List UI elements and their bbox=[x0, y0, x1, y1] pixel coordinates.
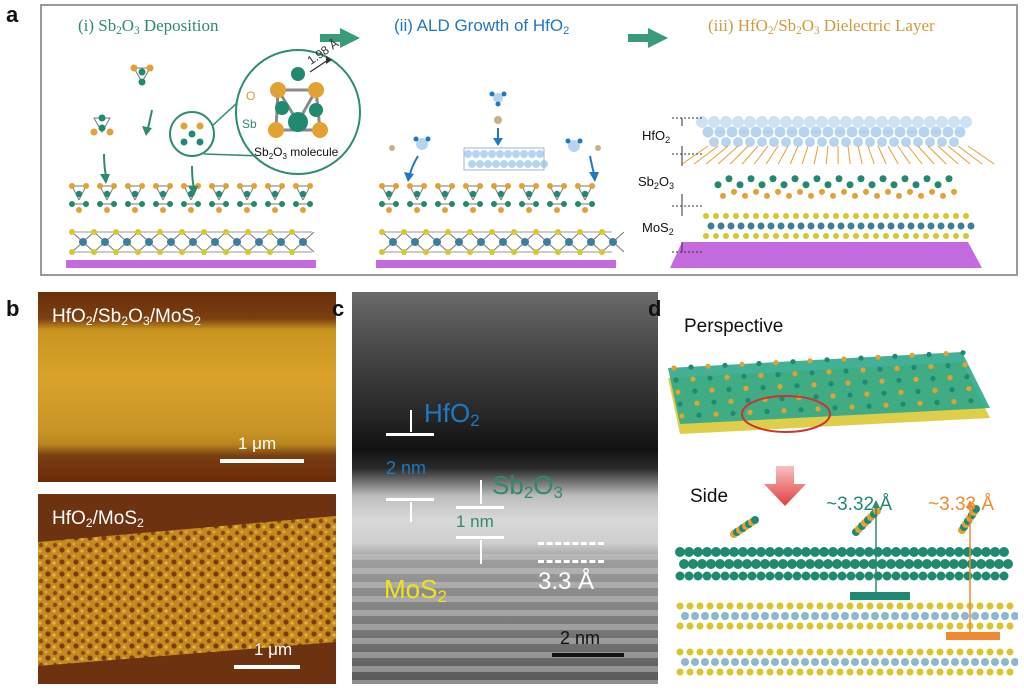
layer-brackets bbox=[672, 117, 702, 253]
tem-marker-middle bbox=[386, 498, 434, 501]
afm-image-top: HfO2/Sb2O3/MoS2 1 μm bbox=[38, 292, 336, 482]
dist-bar-green bbox=[850, 592, 910, 600]
hfo2-3d-layer bbox=[681, 116, 995, 165]
tem-spacing-line-2 bbox=[538, 560, 604, 563]
step-2-title: (ii) ALD Growth of HfO2 bbox=[394, 16, 570, 37]
tem-marker-sb-bottom bbox=[456, 536, 504, 539]
process-arrow-2-icon bbox=[648, 28, 668, 48]
afm-image-bottom: HfO2/MoS2 1 μm bbox=[38, 494, 336, 684]
molecule-label: Sb2O3 molecule bbox=[254, 145, 339, 161]
sb2o3-layer-2 bbox=[379, 183, 595, 213]
perspective-label: Perspective bbox=[684, 316, 784, 337]
tem-thickness-hfo2: 2 nm bbox=[386, 458, 427, 478]
atom-label-o: O bbox=[246, 89, 255, 103]
process-arrow-2-shaft bbox=[628, 34, 650, 42]
afm-bottom-label: HfO2/MoS2 bbox=[52, 508, 144, 531]
afm-bottom-scale-bar bbox=[234, 665, 300, 669]
mos2-lattice-1 bbox=[69, 229, 315, 255]
afm-top-scale-bar bbox=[220, 459, 304, 463]
tem-label-mos2: MoS2 bbox=[384, 574, 447, 607]
tem-background bbox=[352, 292, 658, 684]
tem-spacing-label: 3.3 Å bbox=[538, 568, 595, 595]
distance-label-orange: ~3.33 Å bbox=[928, 494, 995, 515]
sb2o3-molecule-zoom bbox=[268, 56, 332, 138]
mos2-3d-layer bbox=[703, 213, 975, 239]
panel-label-d: d bbox=[648, 296, 662, 321]
perspective-slab-top bbox=[668, 352, 990, 424]
side-view-mos2 bbox=[676, 602, 1018, 676]
tem-label-hfo2: HfO2 bbox=[424, 398, 480, 431]
substrate-1 bbox=[66, 260, 316, 268]
tem-scale-text: 2 nm bbox=[560, 628, 601, 648]
sb2o3-layer-1 bbox=[69, 183, 313, 213]
panel-label-a: a bbox=[6, 2, 19, 27]
tem-thickness-sb2o3: 1 nm bbox=[456, 512, 494, 531]
substrate-3 bbox=[670, 242, 982, 268]
sb2o3-3d-layer bbox=[714, 175, 957, 199]
ald-precursors bbox=[389, 91, 601, 182]
panel-label-b: b bbox=[6, 296, 20, 321]
tem-spacing-line-1 bbox=[538, 542, 604, 545]
tem-image: HfO2 2 nm Sb2O3 1 nm MoS2 3.3 Å 2 nm bbox=[352, 292, 658, 684]
schematic-drawing: 1.98 Å O Sb Sb2O3 molecule bbox=[66, 35, 995, 268]
tem-arrow-middle bbox=[410, 502, 412, 522]
tem-marker-sb-top bbox=[456, 506, 504, 509]
layer-label-hfo2: HfO2 bbox=[642, 128, 670, 145]
down-arrow-icon bbox=[764, 466, 806, 506]
afm-bottom-scale-text: 1 μm bbox=[254, 640, 293, 659]
zoom-ellipse bbox=[741, 395, 831, 433]
tem-arrow-sb-top bbox=[480, 480, 482, 504]
panel-d-drawing bbox=[668, 350, 1018, 676]
side-label: Side bbox=[690, 486, 729, 507]
atom-label-sb: Sb bbox=[242, 117, 257, 131]
mos2-lattice-2 bbox=[379, 229, 625, 255]
layer-label-mos2: MoS2 bbox=[642, 220, 674, 237]
side-view-dielectric bbox=[675, 505, 1013, 581]
panel-label-c: c bbox=[332, 296, 345, 321]
tem-arrow-top bbox=[410, 410, 412, 432]
tem-scale-bar bbox=[552, 653, 624, 657]
process-arrow-1-shaft bbox=[320, 34, 342, 42]
tem-label-sb2o3: Sb2O3 bbox=[492, 470, 563, 503]
highlight-circle-small bbox=[169, 111, 215, 157]
afm-bottom-texture bbox=[38, 516, 336, 666]
hfo2-slab bbox=[464, 150, 548, 168]
step-3-title: (iii) HfO2/Sb2O3 Dielectric Layer bbox=[708, 16, 935, 37]
layer-label-sb2o3: Sb2O3 bbox=[638, 174, 674, 191]
panel-a-schematic: (i) Sb2O3 Deposition (ii) ALD Growth of … bbox=[40, 4, 1018, 276]
afm-top-label: HfO2/Sb2O3/MoS2 bbox=[52, 306, 201, 329]
tem-marker-top bbox=[386, 433, 434, 436]
afm-top-scale-text: 1 μm bbox=[238, 434, 277, 453]
falling-molecules bbox=[90, 64, 198, 196]
tem-lattice-fringes bbox=[352, 554, 658, 684]
substrate-2 bbox=[376, 260, 616, 268]
dist-bar-orange bbox=[946, 632, 1000, 640]
tem-arrow-sb-bottom bbox=[480, 540, 482, 564]
process-arrow-1-icon bbox=[340, 28, 360, 48]
distance-label-green: ~3.32 Å bbox=[826, 494, 893, 515]
step-1-title: (i) Sb2O3 Deposition bbox=[78, 16, 219, 37]
